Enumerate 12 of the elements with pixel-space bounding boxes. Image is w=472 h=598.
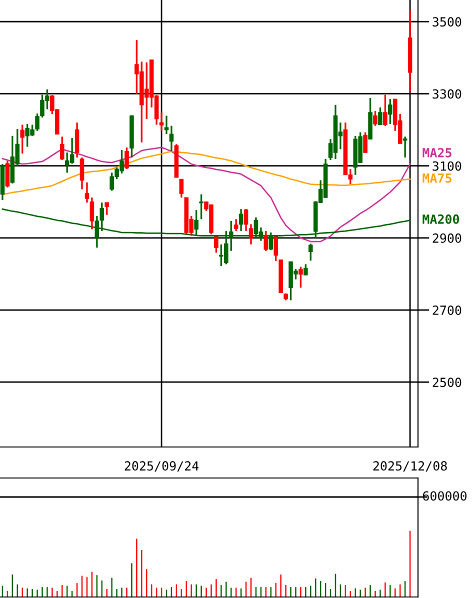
x-tick-label: 2025/12/08 bbox=[373, 461, 447, 472]
series-label: MA25 bbox=[422, 148, 452, 158]
y-tick-label: 2500 bbox=[432, 378, 462, 388]
x-tick-label: 2025/09/24 bbox=[124, 461, 199, 472]
y-tick-label: 3100 bbox=[432, 161, 462, 171]
y-tick-label: 2900 bbox=[432, 233, 462, 243]
y-tick-label: 3500 bbox=[432, 17, 462, 27]
series-label: MA200 bbox=[422, 214, 460, 224]
series-label: MA75 bbox=[422, 173, 452, 183]
text: 600000 bbox=[422, 491, 467, 501]
y-tick-label: 3300 bbox=[432, 89, 462, 99]
y-tick-label: 2700 bbox=[432, 306, 462, 315]
